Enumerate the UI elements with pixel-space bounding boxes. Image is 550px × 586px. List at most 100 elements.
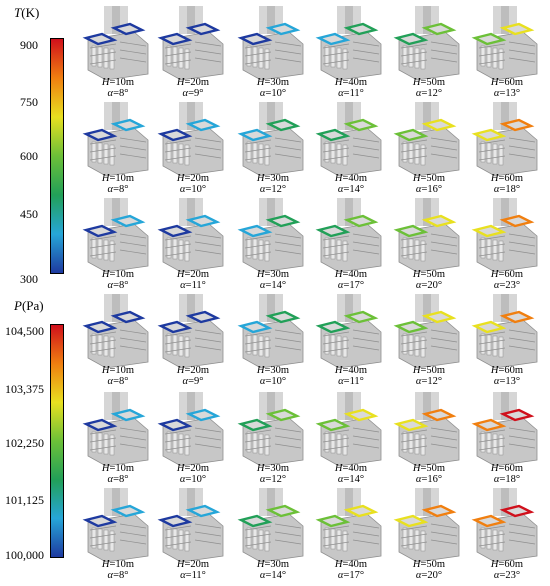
height-label: H=50m [412, 173, 446, 184]
panel-r2-c5: H=50m α=16° [387, 100, 471, 196]
pressure-symbol: P [14, 298, 22, 313]
building-render [315, 392, 382, 467]
angle-label: α=8° [107, 570, 129, 581]
angle-label: α=16° [415, 184, 443, 195]
angle-label: α=10° [259, 376, 287, 387]
building-render [393, 198, 460, 273]
angle-label: α=8° [107, 184, 129, 195]
angle-label: α=10° [179, 184, 207, 195]
angle-label: α=11° [180, 280, 206, 291]
angle-label: α=12° [415, 376, 443, 387]
panel-r3-c3: H=30m α=14° [231, 196, 315, 292]
height-label: H=60m [490, 365, 524, 376]
height-label: H=10m [101, 365, 135, 376]
height-label: H=30m [256, 365, 290, 376]
temperature-symbol: T [14, 5, 22, 20]
temperature-colorbar [50, 38, 64, 274]
building-render [237, 6, 304, 81]
pressure-unit: (Pa) [21, 298, 44, 313]
angle-label: α=12° [259, 474, 287, 485]
building-render [237, 488, 304, 563]
building-render [393, 6, 460, 81]
pressure-colorbar [50, 324, 64, 558]
panel-r1-c3: H=30m α=10° [231, 4, 315, 100]
panel-r6-c4: H=40m α=17° [309, 486, 393, 582]
building-render [393, 294, 460, 369]
height-label: H=60m [490, 269, 524, 280]
angle-label: α=8° [107, 280, 129, 291]
height-label: H=40m [334, 559, 368, 570]
height-label: H=20m [176, 77, 210, 88]
height-label: H=30m [256, 269, 290, 280]
building-render [315, 488, 382, 563]
panel-r1-c2: H=20m α=9° [151, 4, 235, 100]
building-render [82, 6, 149, 81]
angle-label: α=18° [493, 184, 521, 195]
panel-r5-c5: H=50m α=16° [387, 390, 471, 486]
panel-r6-c3: H=30m α=14° [231, 486, 315, 582]
panel-r4-c2: H=20m α=9° [151, 292, 235, 388]
angle-label: α=18° [493, 474, 521, 485]
angle-label: α=23° [493, 570, 521, 581]
temperature-unit: (K) [21, 5, 40, 20]
temperature-tick-600: 600 [20, 149, 38, 163]
panel-r2-c3: H=30m α=12° [231, 100, 315, 196]
building-render [315, 198, 382, 273]
building-render [82, 102, 149, 177]
panel-r2-c2: H=20m α=10° [151, 100, 235, 196]
building-render [471, 488, 538, 563]
height-label: H=50m [412, 559, 446, 570]
temperature-tick-450: 450 [20, 207, 38, 221]
panel-r4-c6: H=60m α=13° [465, 292, 549, 388]
height-label: H=20m [176, 173, 210, 184]
angle-label: α=13° [493, 376, 521, 387]
height-label: H=20m [176, 559, 210, 570]
panel-r1-c6: H=60m α=13° [465, 4, 549, 100]
building-render [82, 198, 149, 273]
height-label: H=40m [334, 269, 368, 280]
height-label: H=10m [101, 173, 135, 184]
building-render [471, 6, 538, 81]
pressure-tick-100000: 100,000 [5, 548, 44, 562]
building-render [237, 198, 304, 273]
building-render [82, 488, 149, 563]
height-label: H=60m [490, 559, 524, 570]
building-render [315, 294, 382, 369]
height-label: H=60m [490, 77, 524, 88]
height-label: H=30m [256, 559, 290, 570]
angle-label: α=20° [415, 280, 443, 291]
height-label: H=10m [101, 559, 135, 570]
angle-label: α=11° [338, 88, 364, 99]
angle-label: α=9° [182, 88, 204, 99]
building-render [237, 392, 304, 467]
height-label: H=40m [334, 365, 368, 376]
panel-r5-c3: H=30m α=12° [231, 390, 315, 486]
temperature-tick-750: 750 [20, 95, 38, 109]
building-render [157, 102, 224, 177]
panel-r1-c1: H=10m α=8° [76, 4, 160, 100]
angle-label: α=8° [107, 474, 129, 485]
height-label: H=20m [176, 463, 210, 474]
height-label: H=50m [412, 463, 446, 474]
building-render [82, 392, 149, 467]
angle-label: α=12° [415, 88, 443, 99]
building-render [315, 102, 382, 177]
panel-r4-c4: H=40m α=11° [309, 292, 393, 388]
height-label: H=10m [101, 269, 135, 280]
height-label: H=60m [490, 173, 524, 184]
height-label: H=30m [256, 173, 290, 184]
panel-r5-c1: H=10m α=8° [76, 390, 160, 486]
height-label: H=40m [334, 173, 368, 184]
panel-r2-c1: H=10m α=8° [76, 100, 160, 196]
angle-label: α=23° [493, 280, 521, 291]
panel-r5-c2: H=20m α=10° [151, 390, 235, 486]
height-label: H=30m [256, 463, 290, 474]
building-render [157, 392, 224, 467]
building-render [82, 294, 149, 369]
angle-label: α=17° [337, 280, 365, 291]
panel-r5-c4: H=40m α=14° [309, 390, 393, 486]
angle-label: α=16° [415, 474, 443, 485]
angle-label: α=13° [493, 88, 521, 99]
building-render [393, 392, 460, 467]
angle-label: α=17° [337, 570, 365, 581]
